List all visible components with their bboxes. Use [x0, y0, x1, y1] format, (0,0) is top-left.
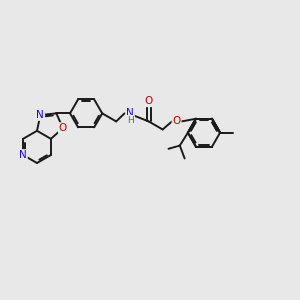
Text: N: N: [126, 108, 134, 118]
Text: N: N: [19, 150, 27, 160]
Text: H: H: [127, 116, 134, 125]
Text: O: O: [59, 123, 67, 133]
Text: N: N: [37, 110, 44, 120]
Text: O: O: [172, 116, 181, 126]
Text: O: O: [145, 96, 153, 106]
